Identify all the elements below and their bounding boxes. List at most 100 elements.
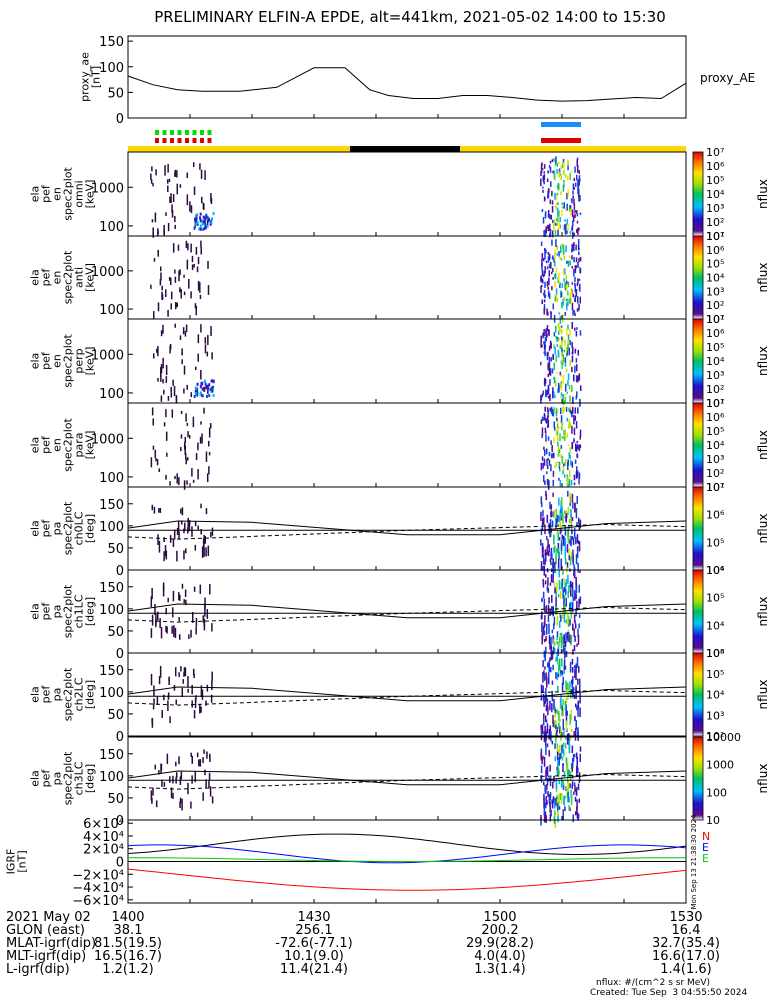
pa-pixel [194,520,197,527]
pa-pixel [572,814,574,823]
spectrogram-pixel [578,196,580,202]
spectrogram-pixel [573,417,575,425]
spectrogram-pixel [549,379,551,386]
spectrogram-pixel [198,227,201,231]
spectrogram-pixel [577,187,579,194]
pa-pixel [574,734,577,741]
footer-row-value: 38.1 [113,923,143,938]
spectrogram-pixel [564,361,567,367]
colorbar-label: nflux [756,346,770,376]
spectrogram-pixel [578,177,580,186]
spectrogram-pixel [574,327,576,331]
pa-pixel [543,673,546,681]
pa-pixel [563,727,565,736]
spectrogram-pixel [546,352,549,356]
spectrogram-pixel [547,256,550,263]
pa-pixel [569,619,571,626]
pa-pixel [569,714,571,725]
spectrogram-pixel [565,245,567,253]
pa-pixel [205,700,207,706]
pa-pixel [180,666,182,672]
pitch-angle-panel: 150100500elapefpaspec2plotch1LC[deg]10⁶1… [29,564,771,662]
spectrogram-pixel [541,344,543,348]
pa-pixel [542,695,545,702]
spectrogram-pixel [553,344,555,349]
spectrogram-pixel [567,483,569,488]
pa-pixel [555,779,558,789]
pa-pixel [559,673,562,677]
pa-pixel [543,602,546,611]
pa-pixel [579,707,581,718]
footer-row-value: 1400 [111,910,145,925]
proxy-ae-legend: proxy_AE [700,71,755,85]
pa-pixel [543,630,546,636]
spectrogram-pixel [575,358,578,363]
pa-pixel [549,764,551,772]
spectrogram-pixel [552,411,555,417]
pa-pixel [556,751,559,760]
spectrogram-pixel [174,215,176,223]
pa-pixel [576,756,578,768]
pa-pixel [553,546,555,554]
spectrogram-pixel [555,222,557,226]
pa-pixel [561,705,563,712]
spectrogram-pixel [571,410,573,418]
spectrogram-pixel [559,433,561,442]
spectrogram-pixel [552,170,554,174]
spectrogram-pixel [199,385,202,389]
spectrogram-pixel [562,354,565,362]
spectrogram-pixel [150,179,153,184]
spectrogram-pixel [545,226,548,234]
igrf-legend-label: E [702,841,709,854]
spectrogram-pixel [557,183,560,191]
spectrogram-pixel [541,456,544,461]
pa-pixel [565,720,568,731]
science-mark-red [207,138,212,143]
spectrogram-pixel [558,250,560,257]
spectrogram-pixel [548,270,551,277]
spectrogram-pixel [547,188,550,192]
spectrogram-pixel [565,223,567,230]
spectrogram-pixel [566,346,569,351]
science-mark-red [170,138,174,143]
spectrogram-pixel [562,162,565,166]
pa-pixel [564,588,567,595]
pa-pixel [542,582,545,588]
pa-pixel [551,605,553,615]
pa-pixel [576,600,578,611]
igrf-panel: 6×10⁴4×10⁴2×10⁴0−2×10⁴−4×10⁴−6×10⁴IGRF[n… [5,814,711,910]
spectrogram-pixel [576,453,578,458]
spectrogram-pixel [562,268,565,276]
spectrogram-pixel [545,434,547,442]
pa-pixel [548,794,551,804]
spectrogram-pixel [190,392,193,398]
spectrogram-pixel [556,409,559,415]
spectrogram-pixel [543,351,546,354]
spectrogram-pixel [548,264,551,269]
spectrogram-pixel [558,171,560,178]
spectrogram-pixel [564,396,567,403]
pa-pixel [565,651,568,657]
anti-loss-cone-line [127,773,687,790]
pa-pixel [556,606,558,615]
pa-pixel [202,757,204,763]
pa-pixel [191,775,193,784]
pa-pixel [563,795,566,806]
pa-pixel [194,698,197,708]
colorbar-tick: 10² [706,730,724,743]
pa-pixel [187,676,189,688]
spectrogram-pixel [171,409,174,418]
pa-pixel [554,733,557,743]
y-tick-label: 0 [116,730,124,745]
y-axis-label-line: [nT] [16,850,29,872]
pa-pixel [183,528,185,534]
pa-pixel [558,658,561,670]
pa-pixel [568,548,570,555]
spectrogram-pixel [562,464,565,467]
pa-pixel [543,713,545,718]
spectrogram-pixel [186,384,188,390]
spectrogram-pixel [576,213,579,217]
spectrogram-pixel [171,209,174,218]
spectrogram-pixel [577,245,580,251]
pa-pixel [160,626,163,639]
